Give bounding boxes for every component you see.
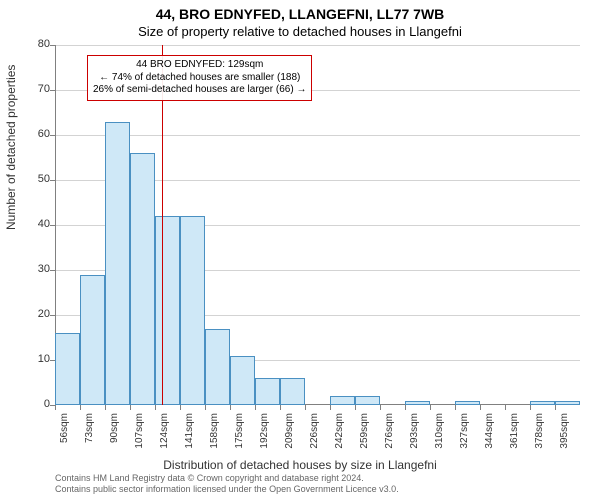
gridline bbox=[55, 45, 580, 46]
ytick-label: 80 bbox=[25, 38, 50, 50]
footer-line1: Contains HM Land Registry data © Crown c… bbox=[55, 473, 364, 483]
xtick-mark bbox=[555, 405, 556, 410]
xtick-label: 73sqm bbox=[84, 413, 95, 453]
xtick-mark bbox=[355, 405, 356, 410]
chart-title-sub: Size of property relative to detached ho… bbox=[0, 24, 600, 39]
xtick-label: 209sqm bbox=[284, 413, 295, 453]
xtick-label: 276sqm bbox=[384, 413, 395, 453]
chart-title-main: 44, BRO EDNYFED, LLANGEFNI, LL77 7WB bbox=[0, 6, 600, 22]
xtick-label: 361sqm bbox=[509, 413, 520, 453]
histogram-bar bbox=[405, 401, 430, 406]
ytick-label: 20 bbox=[25, 308, 50, 320]
ytick-label: 60 bbox=[25, 128, 50, 140]
gridline bbox=[55, 135, 580, 136]
ytick-mark bbox=[50, 90, 55, 91]
xtick-mark bbox=[505, 405, 506, 410]
histogram-bar bbox=[355, 396, 380, 405]
xtick-mark bbox=[105, 405, 106, 410]
xtick-label: 327sqm bbox=[459, 413, 470, 453]
histogram-bar bbox=[55, 333, 80, 405]
ytick-mark bbox=[50, 135, 55, 136]
ytick-label: 30 bbox=[25, 263, 50, 275]
xtick-mark bbox=[305, 405, 306, 410]
chart-container: 44, BRO EDNYFED, LLANGEFNI, LL77 7WB Siz… bbox=[0, 0, 600, 500]
histogram-bar bbox=[255, 378, 280, 405]
xtick-mark bbox=[330, 405, 331, 410]
annotation-line2: ← 74% of detached houses are smaller (18… bbox=[99, 72, 300, 83]
histogram-bar bbox=[205, 329, 230, 406]
xtick-label: 378sqm bbox=[534, 413, 545, 453]
xtick-mark bbox=[80, 405, 81, 410]
ytick-label: 50 bbox=[25, 173, 50, 185]
ytick-label: 40 bbox=[25, 218, 50, 230]
xtick-mark bbox=[405, 405, 406, 410]
xtick-mark bbox=[380, 405, 381, 410]
xtick-label: 395sqm bbox=[559, 413, 570, 453]
histogram-bar bbox=[330, 396, 355, 405]
xtick-label: 90sqm bbox=[109, 413, 120, 453]
xtick-label: 344sqm bbox=[484, 413, 495, 453]
xtick-label: 293sqm bbox=[409, 413, 420, 453]
xtick-mark bbox=[480, 405, 481, 410]
histogram-bar bbox=[280, 378, 305, 405]
ytick-mark bbox=[50, 45, 55, 46]
xtick-mark bbox=[205, 405, 206, 410]
ytick-label: 70 bbox=[25, 83, 50, 95]
xtick-mark bbox=[455, 405, 456, 410]
xtick-label: 310sqm bbox=[434, 413, 445, 453]
ytick-mark bbox=[50, 315, 55, 316]
histogram-bar bbox=[105, 122, 130, 406]
xtick-label: 141sqm bbox=[184, 413, 195, 453]
ytick-mark bbox=[50, 225, 55, 226]
xtick-label: 175sqm bbox=[234, 413, 245, 453]
histogram-bar bbox=[555, 401, 580, 406]
xtick-mark bbox=[180, 405, 181, 410]
ytick-label: 0 bbox=[25, 398, 50, 410]
xtick-mark bbox=[530, 405, 531, 410]
xtick-label: 242sqm bbox=[334, 413, 345, 453]
histogram-bar bbox=[80, 275, 105, 406]
annotation-line3: 26% of semi-detached houses are larger (… bbox=[93, 84, 306, 95]
xtick-mark bbox=[55, 405, 56, 410]
histogram-bar bbox=[130, 153, 155, 405]
histogram-bar bbox=[530, 401, 555, 406]
ytick-label: 10 bbox=[25, 353, 50, 365]
xtick-label: 107sqm bbox=[134, 413, 145, 453]
annotation-line1: 44 BRO EDNYFED: 129sqm bbox=[136, 59, 263, 70]
x-axis-label: Distribution of detached houses by size … bbox=[0, 458, 600, 472]
ytick-mark bbox=[50, 270, 55, 271]
annotation-box: 44 BRO EDNYFED: 129sqm ← 74% of detached … bbox=[87, 55, 312, 101]
ytick-mark bbox=[50, 180, 55, 181]
xtick-mark bbox=[230, 405, 231, 410]
xtick-mark bbox=[155, 405, 156, 410]
xtick-label: 259sqm bbox=[359, 413, 370, 453]
xtick-mark bbox=[130, 405, 131, 410]
xtick-mark bbox=[255, 405, 256, 410]
xtick-label: 56sqm bbox=[59, 413, 70, 453]
footer-attribution: Contains HM Land Registry data © Crown c… bbox=[55, 473, 399, 495]
y-axis-label: Number of detached properties bbox=[4, 65, 18, 230]
histogram-bar bbox=[180, 216, 205, 405]
xtick-label: 226sqm bbox=[309, 413, 320, 453]
histogram-bar bbox=[455, 401, 480, 406]
xtick-mark bbox=[280, 405, 281, 410]
xtick-label: 124sqm bbox=[159, 413, 170, 453]
footer-line2: Contains public sector information licen… bbox=[55, 484, 399, 494]
xtick-label: 158sqm bbox=[209, 413, 220, 453]
plot-area: 0102030405060708056sqm73sqm90sqm107sqm12… bbox=[55, 45, 580, 405]
xtick-mark bbox=[430, 405, 431, 410]
histogram-bar bbox=[230, 356, 255, 406]
histogram-bar bbox=[155, 216, 180, 405]
xtick-label: 192sqm bbox=[259, 413, 270, 453]
